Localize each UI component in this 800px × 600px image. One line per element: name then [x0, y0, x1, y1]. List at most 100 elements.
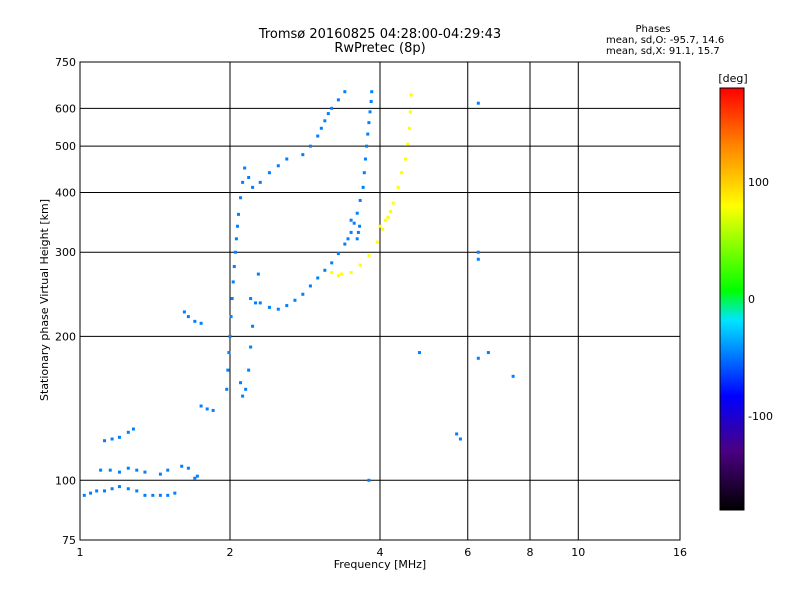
data-point	[301, 153, 305, 157]
colorbar-tick-label: 100	[748, 176, 769, 189]
data-point	[131, 427, 135, 431]
colorbar	[719, 87, 745, 511]
data-point	[285, 304, 289, 308]
data-point	[340, 272, 344, 276]
data-point	[126, 430, 130, 434]
data-point	[236, 212, 240, 216]
data-point	[355, 211, 359, 215]
x-tick-label: 16	[673, 546, 687, 559]
data-point	[370, 90, 374, 94]
data-point	[386, 215, 390, 219]
data-point	[89, 491, 93, 495]
data-point	[366, 132, 370, 136]
data-point	[117, 435, 121, 439]
x-axis-label: Frequency [MHz]	[334, 558, 426, 571]
data-point	[330, 106, 334, 110]
data-points	[82, 90, 515, 497]
data-point	[166, 493, 170, 497]
data-point	[258, 301, 262, 305]
data-point	[195, 474, 199, 478]
data-point	[362, 171, 366, 175]
data-point	[363, 157, 367, 161]
data-point	[199, 321, 203, 325]
data-point	[186, 466, 190, 470]
data-point	[378, 224, 382, 228]
data-point	[476, 356, 480, 360]
data-point	[358, 224, 362, 228]
data-point	[182, 310, 186, 314]
data-point	[361, 185, 365, 189]
data-point	[117, 470, 121, 474]
data-point	[135, 489, 139, 493]
colorbar-label: [deg]	[718, 72, 747, 85]
data-point	[455, 432, 459, 436]
data-point	[108, 468, 112, 472]
data-point	[143, 470, 147, 474]
stats-heading: Phases	[635, 24, 670, 35]
data-point	[247, 368, 251, 372]
data-point	[308, 284, 312, 288]
data-point	[365, 144, 369, 148]
data-point	[367, 254, 371, 258]
data-point	[349, 218, 353, 222]
y-tick-label: 600	[55, 102, 76, 115]
x-tick-label: 4	[377, 546, 384, 559]
data-point	[336, 252, 340, 256]
data-point	[211, 408, 215, 412]
x-axis-ticks: 1 2 4 6 8 10 16	[77, 546, 688, 559]
data-point	[336, 98, 340, 102]
data-point	[205, 407, 209, 411]
data-point	[95, 489, 99, 493]
data-point	[251, 185, 255, 189]
data-point	[407, 126, 411, 130]
data-point	[173, 491, 177, 495]
data-point	[308, 144, 312, 148]
x-tick-label: 6	[464, 546, 471, 559]
data-point	[369, 100, 373, 104]
data-point	[267, 171, 271, 175]
data-point	[249, 345, 253, 349]
data-point	[323, 119, 327, 123]
data-point	[356, 230, 360, 234]
data-point	[239, 196, 243, 200]
y-tick-label: 75	[62, 534, 76, 547]
y-tick-label: 100	[55, 474, 76, 487]
data-point	[316, 276, 320, 280]
data-point	[316, 134, 320, 138]
data-point	[409, 93, 413, 97]
data-point	[239, 381, 243, 385]
y-tick-label: 750	[55, 56, 76, 69]
data-point	[247, 175, 251, 179]
data-point	[226, 368, 230, 372]
data-point	[199, 404, 203, 408]
data-point	[244, 387, 248, 391]
data-point	[285, 157, 289, 161]
y-tick-label: 500	[55, 140, 76, 153]
data-point	[381, 227, 385, 231]
data-point	[193, 476, 197, 480]
data-point	[258, 180, 262, 184]
data-point	[233, 250, 237, 254]
chart-title: Tromsø 20160825 04:28:00-04:29:43	[258, 27, 501, 42]
data-point	[367, 121, 371, 125]
data-point	[293, 298, 297, 302]
data-point	[358, 198, 362, 202]
data-point	[486, 351, 490, 355]
data-point	[227, 351, 231, 355]
data-point	[230, 297, 234, 301]
data-point	[476, 101, 480, 105]
data-point	[276, 307, 280, 311]
data-point	[346, 237, 350, 241]
colorbar-tick-label: -100	[748, 410, 773, 423]
data-point	[251, 324, 255, 328]
data-point	[228, 334, 232, 338]
data-point	[355, 237, 359, 241]
data-point	[417, 351, 421, 355]
data-point	[234, 237, 238, 241]
data-point	[408, 110, 412, 114]
y-tick-label: 300	[55, 246, 76, 259]
data-point	[476, 257, 480, 261]
data-point	[319, 126, 323, 130]
x-tick-label: 8	[527, 546, 534, 559]
x-tick-label: 2	[227, 546, 234, 559]
